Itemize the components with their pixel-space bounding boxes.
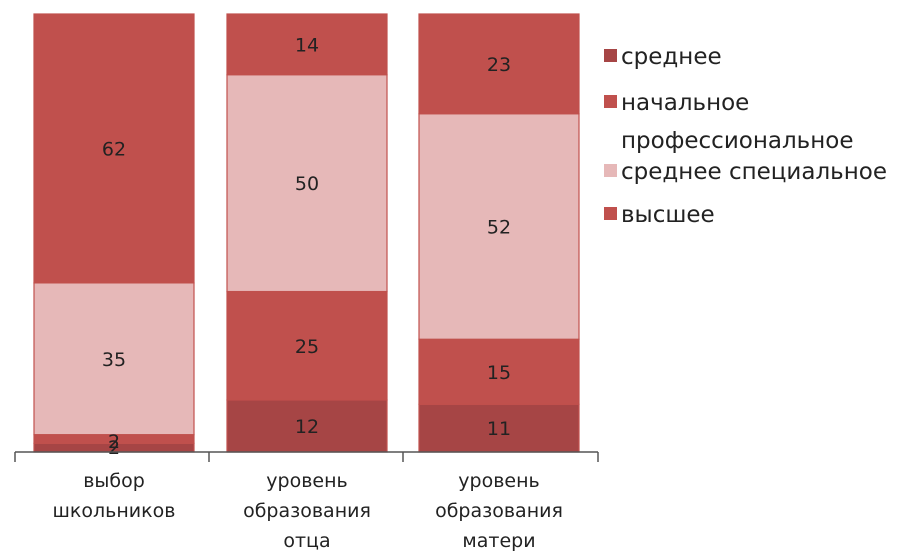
bars-group <box>33 13 580 453</box>
bar-segment <box>226 290 388 401</box>
segment-value-label: 2 <box>108 437 120 459</box>
legend-swatch <box>604 49 617 62</box>
bar-segment <box>33 282 195 436</box>
legend-entry-label: высшее <box>621 202 715 228</box>
legend-swatch <box>604 95 617 108</box>
segment-value-label: 14 <box>295 34 319 56</box>
segment-value-label: 15 <box>487 362 511 384</box>
segment-value-label: 11 <box>487 418 511 440</box>
bar-segment <box>226 399 388 453</box>
legend: среднее начальное профессиональное среднее … <box>604 44 887 228</box>
segment-labels-group: 22 35 62 12 25 50 14 11 15 52 23 <box>102 34 511 459</box>
segment-value-label: 52 <box>487 216 511 238</box>
legend-entry-label: среднее <box>621 44 722 70</box>
category-labels-group: выбор школьников уровень образования отца уро… <box>53 470 563 552</box>
bar-segment <box>418 113 580 340</box>
segment-value-label: 35 <box>102 349 126 371</box>
bar-segment <box>418 13 580 115</box>
segment-value-label: 2 <box>108 431 120 453</box>
legend-swatch <box>604 207 617 220</box>
category-label: выбор школьников <box>53 470 176 522</box>
legend-swatch <box>604 164 617 177</box>
bar-segment <box>33 13 195 284</box>
segment-value-label: 62 <box>102 138 126 160</box>
segment-value-label: 12 <box>295 416 319 438</box>
bar-segment <box>226 13 388 76</box>
segment-value-label: 25 <box>295 336 319 358</box>
bar-segment <box>418 338 580 405</box>
category-label: уровень образования отца <box>243 470 371 552</box>
segment-value-label: 23 <box>487 54 511 76</box>
segment-value-label: 50 <box>295 173 319 195</box>
x-axis <box>14 451 599 462</box>
legend-entry-label: начальное профессиональное <box>621 90 853 154</box>
legend-entry-label: среднее специальное <box>621 159 887 185</box>
category-label: уровень образования матери <box>435 470 563 552</box>
